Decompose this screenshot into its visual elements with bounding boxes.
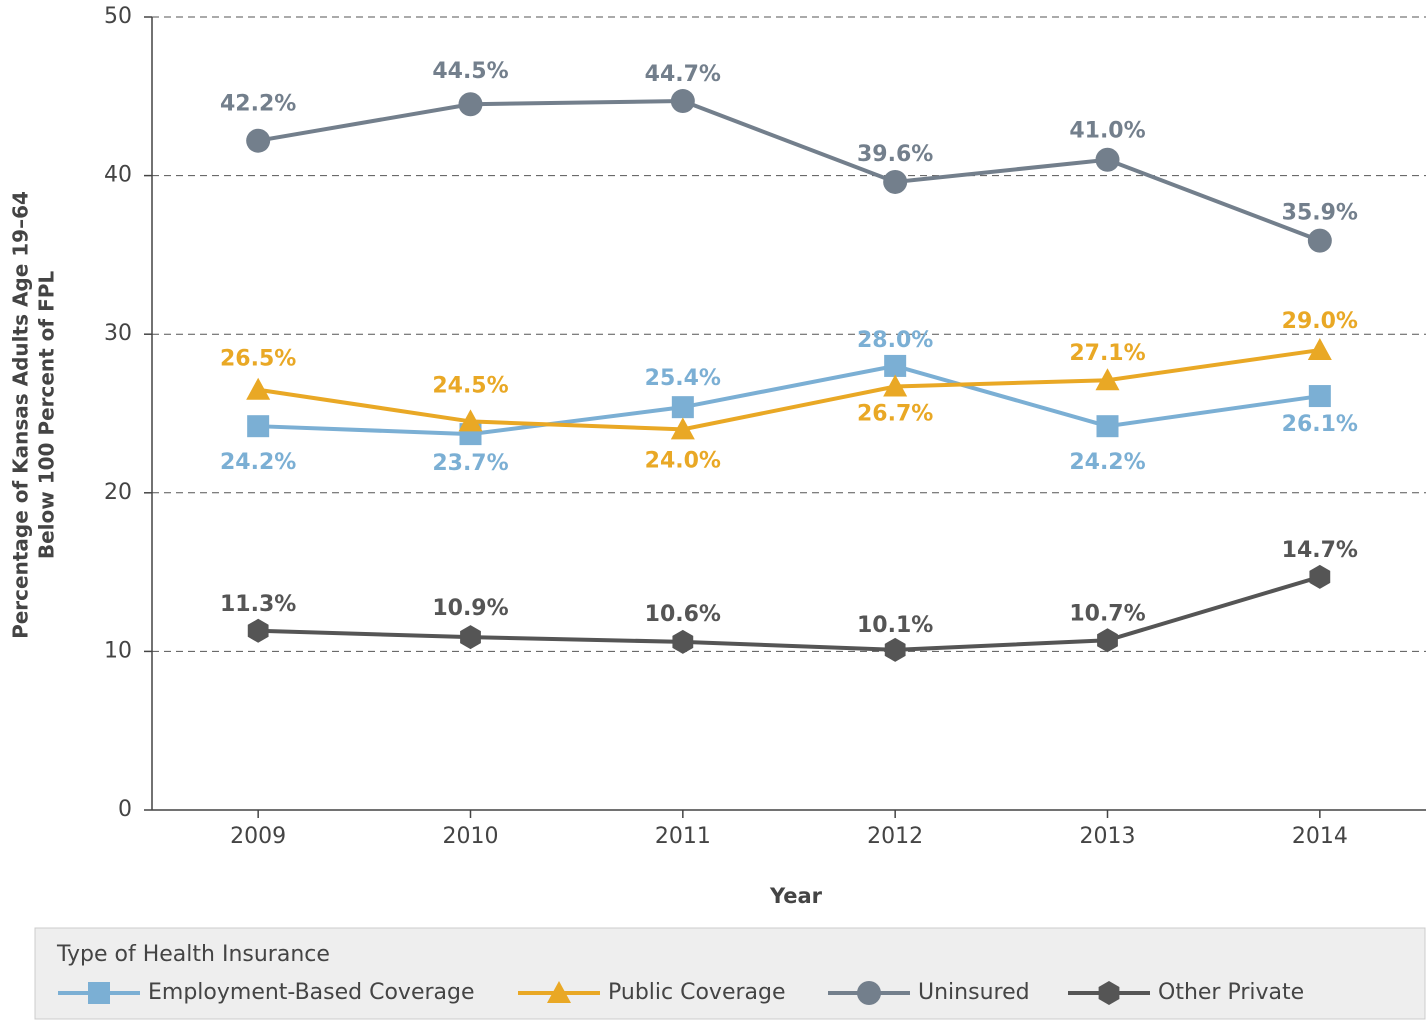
- y-axis-title: Percentage of Kansas Adults Age 19–64: [9, 191, 33, 639]
- data-point: [458, 92, 483, 117]
- data-label: 42.2%: [220, 92, 296, 117]
- x-tick-label: 2013: [1080, 824, 1136, 849]
- x-tick-label: 2010: [443, 824, 499, 849]
- data-point: [671, 396, 694, 419]
- legend-box: [34, 927, 1426, 1020]
- data-label: 23.7%: [432, 451, 508, 476]
- legend-label: Public Coverage: [608, 980, 786, 1005]
- series-line: [258, 574, 1321, 652]
- data-point: [1309, 564, 1331, 589]
- data-point: [247, 618, 269, 643]
- data-point: [1096, 415, 1119, 438]
- data-label: 24.0%: [645, 448, 721, 473]
- data-label: 24.5%: [432, 373, 508, 398]
- data-label: 26.5%: [220, 347, 296, 372]
- y-tick-label: 30: [104, 321, 132, 346]
- data-point: [1308, 385, 1331, 408]
- data-label: 24.2%: [220, 450, 296, 475]
- data-label: 10.9%: [432, 596, 508, 621]
- y-tick-label: 40: [104, 163, 132, 188]
- data-label: 25.4%: [645, 366, 721, 391]
- data-label: 26.7%: [857, 402, 933, 427]
- data-label: 26.1%: [1282, 412, 1358, 437]
- legend-marker: [857, 981, 881, 1005]
- data-point: [670, 89, 695, 114]
- series-line: [258, 363, 1321, 437]
- data-point: [883, 169, 908, 194]
- y-axis-title: Below 100 Percent of FPL: [35, 271, 59, 560]
- data-label: 39.6%: [857, 142, 933, 167]
- data-label: 24.2%: [1069, 450, 1145, 475]
- data-point: [247, 415, 270, 438]
- data-point: [884, 637, 906, 662]
- data-point: [1097, 628, 1118, 653]
- x-tick-label: 2009: [230, 824, 286, 849]
- data-label: 10.1%: [857, 613, 933, 638]
- data-label: 10.6%: [645, 602, 721, 627]
- series: 42.2% 44.5% 44.7% 39.6% 41.0% 35.9%: [220, 59, 1358, 253]
- data-point: [460, 625, 481, 650]
- x-tick-label: 2012: [867, 824, 923, 849]
- y-tick-label: 20: [104, 480, 132, 505]
- legend-label: Uninsured: [918, 980, 1030, 1005]
- data-label: 14.7%: [1282, 538, 1358, 563]
- legend-marker: [547, 981, 571, 1003]
- data-point: [458, 409, 483, 432]
- series: 24.2% 23.7% 25.4% 28.0% 24.2% 26.1%: [220, 328, 1358, 476]
- x-tick-label: 2014: [1292, 824, 1348, 849]
- data-point: [246, 377, 271, 400]
- data-point: [672, 629, 694, 654]
- legend-label: Other Private: [1158, 980, 1304, 1005]
- data-label: 41.0%: [1069, 119, 1145, 144]
- legend-marker: [1098, 981, 1120, 1005]
- data-point: [1307, 228, 1332, 253]
- y-tick-label: 50: [104, 4, 132, 29]
- data-label: 35.9%: [1282, 201, 1358, 226]
- series: 11.3% 10.9% 10.6% 10.1% 10.7% 14.7%: [220, 538, 1358, 662]
- data-point: [883, 374, 908, 397]
- data-label: 29.0%: [1282, 309, 1358, 334]
- data-point: [670, 417, 695, 440]
- series: 26.5% 24.5% 24.0% 26.7% 27.1% 29.0%: [220, 309, 1358, 473]
- data-label: 10.7%: [1069, 601, 1145, 626]
- data-point: [884, 354, 907, 377]
- series-line: [257, 348, 1321, 432]
- data-point: [1095, 368, 1120, 391]
- data-label: 28.0%: [857, 328, 933, 353]
- legend-title: Type of Health Insurance: [56, 942, 330, 967]
- legend-label: Employment-Based Coverage: [148, 980, 475, 1005]
- y-tick-label: 0: [118, 797, 132, 822]
- x-tick-label: 2011: [655, 824, 711, 849]
- data-point: [1307, 338, 1332, 361]
- data-point: [1095, 147, 1120, 172]
- y-tick-label: 10: [104, 638, 132, 663]
- data-label: 11.3%: [220, 592, 296, 617]
- data-label: 44.7%: [645, 62, 721, 87]
- data-label: 27.1%: [1069, 341, 1145, 366]
- x-axis-title: Year: [769, 884, 823, 908]
- data-label: 44.5%: [432, 59, 508, 84]
- legend-marker: [88, 982, 110, 1004]
- series-line: [257, 99, 1321, 243]
- data-point: [246, 128, 271, 153]
